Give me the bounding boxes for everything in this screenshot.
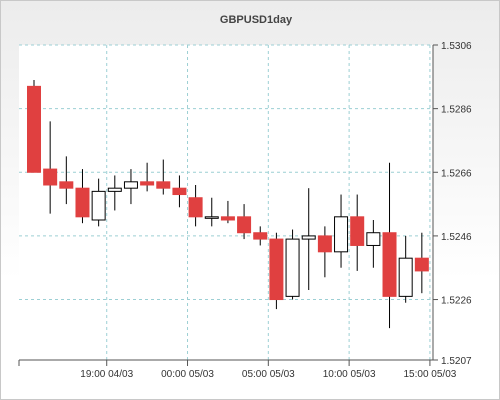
x-tick-label: 00:00 05/03 — [161, 369, 214, 380]
candle-body-up — [107, 187, 122, 192]
candle — [140, 162, 155, 192]
candle — [107, 175, 122, 211]
candle-body-down — [317, 235, 332, 253]
candle-body-down — [172, 187, 187, 196]
candle — [123, 169, 138, 205]
candle-body-up — [204, 216, 219, 219]
candle — [43, 121, 58, 214]
candle — [285, 229, 300, 300]
candle-body-down — [140, 181, 155, 186]
candle-body-down — [350, 216, 365, 246]
x-tick-label: 15:00 05/03 — [404, 369, 457, 380]
candle — [172, 175, 187, 208]
candle-body-down — [59, 181, 74, 189]
candle-body-up — [301, 235, 316, 240]
candle — [75, 169, 90, 224]
candle-body-down — [27, 85, 41, 173]
candle-body-down — [75, 187, 90, 218]
axes-layer: 1.5306 1.5286 1.5266 1.5246 1.5226 1.5207 19:0… — [18, 41, 472, 380]
candle — [317, 226, 332, 278]
candle — [237, 204, 252, 240]
candle-body-up — [91, 190, 106, 221]
candle — [334, 194, 349, 268]
y-tick-label: 1.5306 — [441, 41, 472, 52]
candle — [350, 194, 365, 271]
x-tick-label: 10:00 05/03 — [323, 369, 376, 380]
candle — [398, 235, 413, 303]
candle — [382, 162, 397, 329]
candle — [366, 220, 381, 268]
y-tick-label: 1.5226 — [441, 296, 472, 307]
candle — [269, 232, 284, 310]
y-tick-label: 1.5207 — [441, 356, 472, 367]
candle-body-up — [334, 216, 349, 253]
candle-body-up — [366, 232, 381, 246]
candle-body-down — [414, 257, 429, 272]
candle-body-down — [382, 232, 397, 297]
candle-body-down — [220, 216, 235, 221]
candle — [188, 185, 203, 227]
candle-body-down — [43, 168, 58, 186]
x-tick-label: 05:00 05/03 — [242, 369, 295, 380]
candle-body-down — [156, 181, 171, 189]
candle — [220, 200, 235, 224]
y-tick-label: 1.5246 — [441, 232, 472, 243]
candle — [156, 159, 171, 195]
candle — [59, 156, 74, 205]
chart-title: GBPUSD1day — [220, 14, 293, 26]
candle — [301, 188, 316, 290]
candle-body-up — [285, 238, 300, 297]
candle — [204, 197, 219, 227]
candle-body-down — [188, 197, 203, 218]
candle — [253, 226, 268, 246]
candle — [414, 232, 429, 294]
candle-body-up — [123, 181, 138, 189]
y-tick-label: 1.5266 — [441, 168, 472, 179]
candle-body-down — [269, 238, 284, 301]
y-tick-label: 1.5286 — [441, 105, 472, 116]
candle — [27, 80, 41, 173]
candle-body-down — [253, 232, 268, 240]
x-tick-label: 19:00 04/03 — [80, 369, 133, 380]
candle — [91, 178, 106, 227]
candle-body-down — [237, 216, 252, 234]
candle-body-up — [398, 257, 413, 297]
candles-layer — [27, 80, 429, 329]
